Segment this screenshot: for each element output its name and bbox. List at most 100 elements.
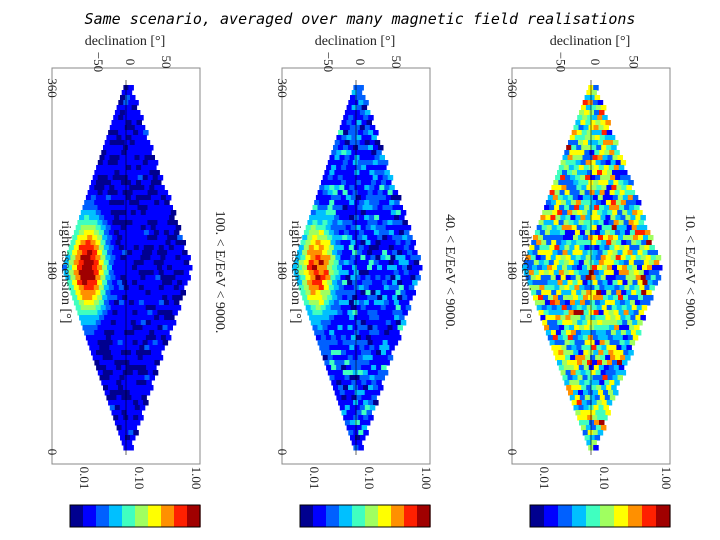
- sky-cell: [347, 265, 353, 271]
- sky-cell: [295, 255, 301, 261]
- sky-cell: [157, 325, 163, 331]
- sky-cell: [78, 230, 85, 236]
- sky-cell: [368, 230, 375, 236]
- sky-cell: [140, 305, 147, 311]
- sky-cell: [112, 280, 118, 286]
- sky-cell: [338, 145, 344, 151]
- sky-cell: [148, 300, 155, 306]
- sky-cell: [303, 245, 310, 251]
- sky-cell: [551, 240, 557, 246]
- sky-cell: [623, 180, 629, 186]
- colorbar-segment: [157, 505, 162, 527]
- sky-cell: [365, 225, 372, 231]
- declination-axis-label: declination [°]: [315, 34, 396, 49]
- sky-cell: [587, 100, 594, 106]
- sky-cell: [364, 375, 370, 381]
- sky-cell: [142, 310, 148, 316]
- sky-cell: [369, 345, 375, 351]
- sky-cell: [620, 175, 626, 181]
- sky-cell: [623, 295, 629, 301]
- sky-cell: [363, 400, 369, 406]
- sky-cell: [586, 130, 593, 136]
- sky-cell: [134, 155, 140, 161]
- sky-cell: [123, 285, 130, 291]
- sky-cell: [348, 100, 354, 106]
- sky-cell: [534, 245, 540, 251]
- sky-cell: [615, 370, 622, 376]
- sky-cell: [620, 315, 626, 321]
- sky-cell: [351, 395, 357, 401]
- sky-cell: [152, 340, 159, 346]
- sky-cell: [97, 175, 104, 181]
- sky-cell: [587, 250, 593, 256]
- sky-cell: [88, 245, 95, 251]
- sky-cell: [563, 365, 570, 371]
- sky-cell: [354, 420, 361, 426]
- sky-cell: [523, 260, 530, 266]
- sky-cell: [618, 310, 625, 316]
- sky-cell: [127, 295, 133, 301]
- sky-cell: [377, 220, 383, 226]
- sky-cell: [595, 105, 602, 111]
- sky-cell: [104, 140, 111, 146]
- sky-cell: [128, 245, 135, 251]
- sky-cell: [590, 255, 597, 261]
- sky-cell: [568, 140, 574, 146]
- sky-cell: [562, 250, 568, 256]
- sky-cell: [633, 270, 640, 276]
- colorbar-segment: [96, 505, 100, 527]
- sky-cell: [540, 315, 546, 321]
- sky-cell: [379, 345, 385, 351]
- sky-cell: [364, 330, 370, 336]
- sky-cell: [608, 350, 614, 356]
- sky-cell: [73, 260, 80, 266]
- colorbar-segment: [656, 505, 661, 527]
- colorbar-segment: [378, 505, 382, 527]
- sky-cell: [594, 230, 601, 236]
- sky-cell: [75, 225, 82, 231]
- sky-cell: [356, 410, 362, 416]
- sky-cell: [102, 205, 108, 211]
- sky-cell: [377, 190, 384, 196]
- sky-cell: [594, 420, 600, 426]
- sky-cell: [355, 305, 362, 311]
- sky-cell: [126, 380, 132, 386]
- sky-cell: [325, 320, 332, 326]
- sky-cell: [380, 305, 387, 311]
- sky-cell: [640, 275, 647, 281]
- sky-cell: [63, 270, 70, 276]
- sky-cell: [106, 165, 112, 171]
- sky-cell: [336, 165, 342, 171]
- sky-cell: [310, 320, 317, 326]
- sky-cell: [570, 275, 577, 281]
- sky-cell: [92, 220, 98, 226]
- sky-cell: [314, 200, 320, 206]
- sky-cell: [122, 325, 128, 331]
- sky-cell: [589, 325, 595, 331]
- sky-cell: [322, 310, 328, 316]
- sky-cell: [185, 275, 191, 281]
- sky-cell: [619, 205, 625, 211]
- sky-cell: [569, 205, 575, 211]
- sky-cell: [380, 275, 386, 281]
- sky-cell: [91, 350, 97, 356]
- sky-cell: [165, 275, 171, 281]
- sky-cell: [611, 240, 617, 246]
- sky-cell: [597, 170, 603, 176]
- sky-cell: [113, 130, 119, 136]
- sky-cell: [583, 260, 590, 266]
- sky-cell: [581, 290, 587, 296]
- sky-cell: [339, 170, 345, 176]
- colorbar-tick-label: 0.01: [77, 467, 92, 490]
- sky-cell: [550, 315, 556, 321]
- sky-cell: [357, 235, 363, 241]
- sky-cell: [165, 195, 172, 201]
- sky-cell: [135, 225, 142, 231]
- sky-cell: [157, 310, 163, 316]
- sky-cell: [586, 185, 592, 191]
- sky-cell: [331, 365, 337, 371]
- sky-cell: [121, 150, 127, 156]
- sky-cell: [334, 375, 340, 381]
- sky-cell: [590, 175, 596, 181]
- sky-cell: [114, 155, 120, 161]
